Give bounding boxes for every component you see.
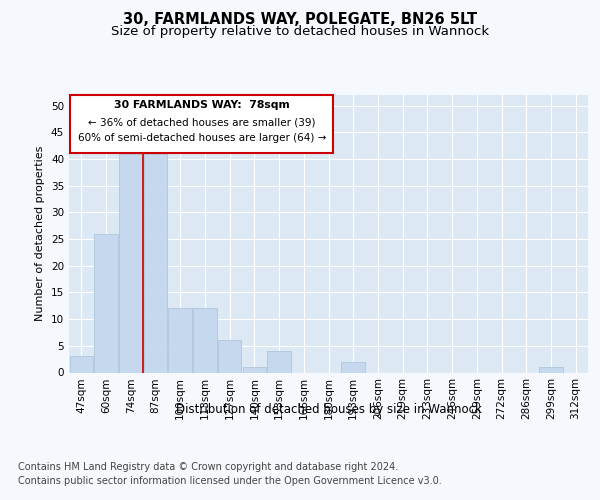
Text: 60% of semi-detached houses are larger (64) →: 60% of semi-detached houses are larger (… xyxy=(77,134,326,143)
Bar xyxy=(539,367,563,372)
Text: Contains public sector information licensed under the Open Government Licence v3: Contains public sector information licen… xyxy=(18,476,442,486)
Y-axis label: Number of detached properties: Number of detached properties xyxy=(35,146,46,322)
Text: Distribution of detached houses by size in Wannock: Distribution of detached houses by size … xyxy=(176,402,482,415)
Bar xyxy=(169,308,192,372)
Bar xyxy=(94,234,118,372)
Text: ← 36% of detached houses are smaller (39): ← 36% of detached houses are smaller (39… xyxy=(88,118,316,128)
Bar xyxy=(70,356,93,372)
FancyBboxPatch shape xyxy=(70,95,334,152)
Text: 30, FARMLANDS WAY, POLEGATE, BN26 5LT: 30, FARMLANDS WAY, POLEGATE, BN26 5LT xyxy=(123,12,477,28)
Text: Contains HM Land Registry data © Crown copyright and database right 2024.: Contains HM Land Registry data © Crown c… xyxy=(18,462,398,472)
Bar xyxy=(119,154,143,372)
Text: Size of property relative to detached houses in Wannock: Size of property relative to detached ho… xyxy=(111,25,489,38)
Bar xyxy=(218,340,241,372)
Bar xyxy=(193,308,217,372)
Bar xyxy=(268,351,291,372)
Text: 30 FARMLANDS WAY:  78sqm: 30 FARMLANDS WAY: 78sqm xyxy=(114,100,290,110)
Bar xyxy=(242,367,266,372)
Bar xyxy=(341,362,365,372)
Bar xyxy=(144,154,167,372)
